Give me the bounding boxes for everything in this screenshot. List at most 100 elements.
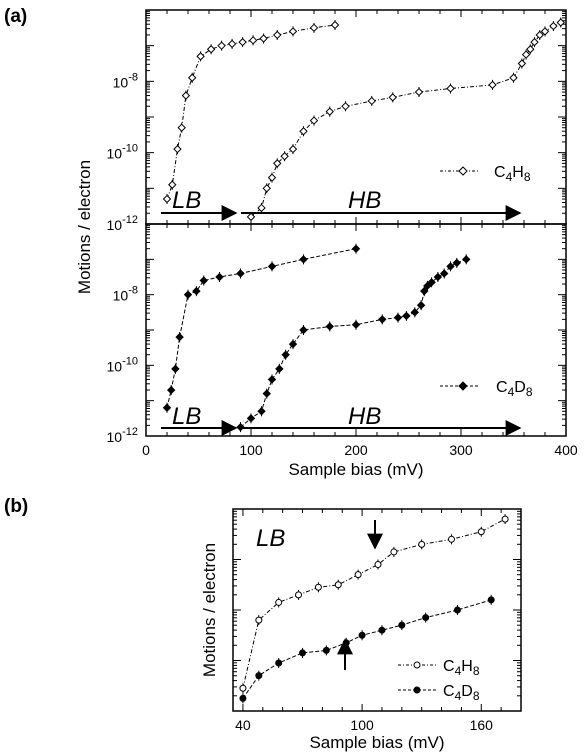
data-point <box>187 73 197 82</box>
data-point <box>314 583 322 591</box>
series-line <box>166 24 336 200</box>
data-point <box>418 540 426 548</box>
data-point <box>374 561 382 569</box>
b-xlabel: Sample bias (mV) <box>309 733 444 752</box>
a-xlabel: Sample bias (mV) <box>288 460 423 479</box>
series-line <box>166 248 357 408</box>
a-bottom-lb-label: LB <box>172 403 201 430</box>
data-point <box>325 322 334 331</box>
series-line <box>250 22 562 218</box>
data-point <box>299 649 307 657</box>
x-tick-label: 0 <box>142 442 150 458</box>
data-point <box>351 320 361 329</box>
data-point <box>275 364 284 374</box>
y-tick-label: 10-8 <box>113 71 138 90</box>
a-bottom-curves <box>166 248 467 428</box>
data-point <box>351 244 361 253</box>
data-point <box>398 621 406 629</box>
b-legend: C4H8 C4D8 <box>398 658 480 703</box>
x-tick-label: 400 <box>554 442 578 458</box>
data-point <box>181 91 191 100</box>
data-point <box>462 255 471 264</box>
data-point <box>183 290 193 299</box>
y-tick-label: 10-12 <box>107 214 138 233</box>
data-point <box>173 144 182 154</box>
data-point <box>239 684 247 692</box>
data-point <box>248 36 258 45</box>
data-point <box>420 286 429 296</box>
a-bottom-legend: C4D8 <box>440 379 533 399</box>
x-tick-label: 200 <box>344 442 368 458</box>
data-point <box>280 152 289 161</box>
b-xticklabels: 40 100 160 <box>235 717 493 733</box>
legend-open-marker <box>413 661 421 669</box>
data-point <box>238 37 247 47</box>
data-point <box>526 45 535 54</box>
data-point <box>273 159 282 168</box>
legend-open-marker <box>458 166 468 176</box>
data-point <box>299 127 308 136</box>
data-point <box>236 269 245 278</box>
data-point <box>162 194 172 204</box>
data-point <box>227 39 237 49</box>
data-point <box>517 59 527 68</box>
data-point <box>330 20 340 30</box>
data-point <box>433 272 443 282</box>
data-point <box>402 311 411 321</box>
legend-label-c4h8: C4H8 <box>494 164 531 184</box>
data-point <box>288 144 298 154</box>
series-line <box>242 599 492 699</box>
data-point <box>422 614 430 622</box>
data-point <box>452 258 462 268</box>
data-point <box>255 616 263 624</box>
b-ticks <box>233 509 522 712</box>
b-legend-label-c4d8: C4D8 <box>443 683 480 703</box>
data-point <box>530 37 539 47</box>
data-point <box>535 30 544 40</box>
data-point <box>168 180 177 189</box>
data-point <box>423 281 432 291</box>
data-point <box>453 606 461 614</box>
a-top-ticks <box>145 10 567 225</box>
data-point <box>540 27 550 36</box>
x-tick-label: 160 <box>470 717 494 733</box>
a-top-lb-label: LB <box>172 187 201 214</box>
chart-a-bottom: 10-8 10-10 10-12 0 100 200 300 400 LB HB C4D8 <box>107 223 578 458</box>
data-point <box>162 403 172 412</box>
data-point <box>334 581 342 589</box>
data-point <box>549 21 558 31</box>
data-point <box>281 350 290 359</box>
data-point <box>309 23 319 33</box>
chart-a-top: 10-8 10-10 10-12 LB HB C4H8 <box>107 9 567 233</box>
data-point <box>488 80 497 90</box>
x-tick-label: 100 <box>350 717 374 733</box>
data-point <box>410 308 420 317</box>
chart-b: 40 100 160 LB C4H8 C4D8 Motions / electron… <box>200 508 522 752</box>
data-point <box>288 339 298 349</box>
data-point <box>416 301 426 310</box>
data-point <box>322 646 330 654</box>
data-point <box>288 27 298 36</box>
legend-label-c4d8: C4D8 <box>496 379 533 399</box>
data-point <box>267 375 277 384</box>
data-point <box>309 116 319 125</box>
data-point <box>393 313 403 322</box>
a-bottom-yticklabels: 10-8 10-10 10-12 <box>107 285 138 445</box>
data-point <box>390 548 398 556</box>
data-point <box>477 528 485 536</box>
data-point <box>273 30 282 40</box>
data-point <box>521 50 531 59</box>
data-point <box>239 694 247 702</box>
data-point <box>171 364 180 374</box>
y-tick-label: 10-8 <box>113 285 138 304</box>
data-point <box>196 52 205 61</box>
a-bottom-ticks <box>145 224 567 437</box>
data-point <box>255 672 263 680</box>
data-point <box>427 278 436 287</box>
data-point <box>446 84 455 93</box>
data-point <box>215 272 224 282</box>
data-point <box>501 515 509 523</box>
data-point <box>388 93 397 102</box>
x-tick-label: 300 <box>449 442 473 458</box>
data-point <box>299 325 308 335</box>
